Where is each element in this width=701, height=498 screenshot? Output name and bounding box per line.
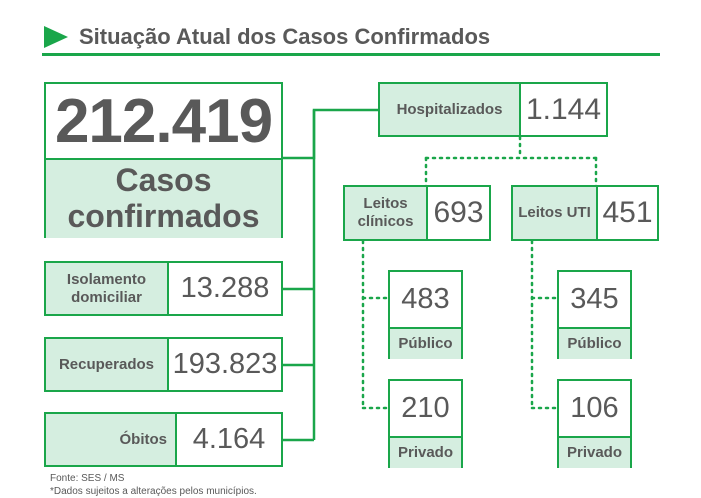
clinicos-publico-card: 483 Público [388,270,463,359]
leitos-uti-card: Leitos UTI 451 [511,185,659,241]
recuperados-value: 193.823 [169,339,281,390]
hospitalizados-value: 1.144 [521,84,606,135]
leitos-clinicos-label: Leitos clínicos [345,187,428,239]
isolamento-card: Isolamento domiciliar 13.288 [44,261,283,316]
footer: Fonte: SES / MS *Dados sujeitos a altera… [50,473,450,498]
footer-source: Fonte: SES / MS [50,473,450,486]
recuperados-label: Recuperados [46,339,169,390]
total-cases-card: 212.419 Casos confirmados [44,82,283,238]
isolamento-label: Isolamento domiciliar [46,263,169,314]
uti-publico-card: 345 Público [557,270,632,359]
uti-privado-card: 106 Privado [557,379,632,468]
uti-privado-label: Privado [559,438,630,468]
clinicos-publico-label: Público [390,329,461,359]
isolamento-value: 13.288 [169,263,281,314]
total-cases-label: Casos confirmados [46,160,281,238]
leitos-uti-value: 451 [598,187,657,239]
uti-publico-label: Público [559,329,630,359]
obitos-label: Óbitos [46,414,177,465]
total-cases-value: 212.419 [46,84,281,160]
uti-publico-value: 345 [559,272,630,329]
recuperados-card: Recuperados 193.823 [44,337,283,392]
obitos-value: 4.164 [177,414,281,465]
connector-total-hospitalizados [283,110,378,158]
clinicos-publico-value: 483 [390,272,461,329]
clinicos-privado-card: 210 Privado [388,379,463,468]
clinicos-privado-value: 210 [390,381,461,438]
leitos-clinicos-card: Leitos clínicos 693 [343,185,491,241]
leitos-clinicos-value: 693 [428,187,489,239]
obitos-card: Óbitos 4.164 [44,412,283,467]
footer-note: *Dados sujeitos a alterações pelos munic… [50,486,450,498]
clinicos-privado-label: Privado [390,438,461,468]
uti-privado-value: 106 [559,381,630,438]
hospitalizados-label: Hospitalizados [380,84,521,135]
leitos-uti-label: Leitos UTI [513,187,598,239]
hospitalizados-card: Hospitalizados 1.144 [378,82,608,137]
